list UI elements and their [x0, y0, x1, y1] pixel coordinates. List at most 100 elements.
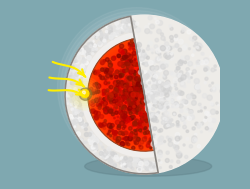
- Circle shape: [148, 92, 151, 95]
- Circle shape: [118, 94, 120, 96]
- Circle shape: [139, 49, 143, 53]
- Circle shape: [186, 94, 191, 99]
- Circle shape: [174, 136, 179, 141]
- Circle shape: [151, 52, 153, 54]
- Circle shape: [178, 153, 182, 157]
- Circle shape: [166, 47, 168, 49]
- Circle shape: [160, 45, 164, 50]
- Circle shape: [176, 124, 179, 127]
- Circle shape: [122, 114, 126, 119]
- Circle shape: [187, 71, 191, 74]
- Circle shape: [103, 93, 105, 95]
- Circle shape: [124, 112, 126, 115]
- Circle shape: [100, 76, 104, 80]
- Circle shape: [160, 33, 163, 36]
- Circle shape: [106, 83, 109, 85]
- Circle shape: [141, 100, 145, 104]
- Wedge shape: [117, 68, 148, 122]
- Circle shape: [94, 98, 99, 103]
- Circle shape: [149, 167, 152, 171]
- Circle shape: [138, 107, 140, 110]
- Circle shape: [95, 48, 97, 50]
- Circle shape: [138, 111, 142, 115]
- Circle shape: [107, 95, 110, 97]
- Circle shape: [183, 61, 186, 64]
- Circle shape: [92, 36, 94, 38]
- Circle shape: [130, 76, 133, 78]
- Circle shape: [108, 130, 110, 133]
- Circle shape: [98, 103, 102, 107]
- Circle shape: [158, 104, 162, 109]
- Wedge shape: [90, 41, 153, 149]
- Circle shape: [154, 51, 157, 54]
- Circle shape: [160, 91, 165, 95]
- Circle shape: [128, 133, 132, 137]
- Circle shape: [180, 117, 184, 121]
- Circle shape: [137, 107, 140, 109]
- Circle shape: [78, 75, 80, 77]
- Circle shape: [123, 117, 127, 121]
- Circle shape: [68, 100, 70, 103]
- Circle shape: [87, 56, 90, 59]
- Circle shape: [103, 36, 106, 40]
- Circle shape: [80, 74, 83, 77]
- Circle shape: [150, 142, 155, 146]
- Circle shape: [193, 78, 198, 84]
- Circle shape: [155, 167, 156, 169]
- Circle shape: [127, 90, 132, 94]
- Circle shape: [118, 157, 120, 159]
- Circle shape: [144, 90, 148, 94]
- Circle shape: [156, 29, 161, 34]
- Circle shape: [202, 94, 206, 98]
- Circle shape: [132, 133, 134, 135]
- Circle shape: [134, 123, 136, 125]
- Circle shape: [129, 60, 132, 63]
- Circle shape: [130, 92, 135, 97]
- Circle shape: [130, 44, 132, 46]
- Circle shape: [136, 44, 138, 47]
- Wedge shape: [111, 58, 145, 116]
- Circle shape: [140, 72, 141, 74]
- Circle shape: [140, 97, 144, 102]
- Circle shape: [107, 111, 108, 113]
- Wedge shape: [98, 49, 152, 141]
- Circle shape: [146, 87, 149, 90]
- Circle shape: [144, 62, 147, 65]
- Circle shape: [158, 104, 160, 106]
- Circle shape: [91, 103, 94, 107]
- Circle shape: [147, 91, 150, 94]
- Circle shape: [152, 75, 156, 79]
- Circle shape: [135, 22, 138, 25]
- Circle shape: [112, 91, 114, 93]
- Circle shape: [81, 138, 82, 140]
- Circle shape: [132, 106, 134, 107]
- Circle shape: [145, 97, 150, 103]
- Circle shape: [123, 21, 127, 25]
- Circle shape: [121, 84, 126, 88]
- Circle shape: [98, 75, 101, 77]
- Circle shape: [210, 68, 214, 72]
- Wedge shape: [109, 56, 146, 118]
- Circle shape: [174, 88, 177, 90]
- Circle shape: [120, 24, 125, 29]
- Circle shape: [156, 92, 158, 95]
- Circle shape: [78, 87, 91, 100]
- Circle shape: [161, 121, 164, 124]
- Circle shape: [183, 85, 185, 88]
- Circle shape: [74, 118, 78, 122]
- Circle shape: [127, 63, 128, 64]
- Circle shape: [133, 90, 137, 94]
- Circle shape: [172, 144, 177, 149]
- Circle shape: [79, 112, 83, 117]
- Circle shape: [146, 88, 150, 93]
- Circle shape: [193, 65, 195, 67]
- Circle shape: [102, 39, 106, 42]
- Circle shape: [125, 143, 127, 145]
- Circle shape: [142, 63, 144, 65]
- Circle shape: [128, 102, 132, 107]
- Circle shape: [140, 160, 143, 162]
- Circle shape: [148, 41, 152, 46]
- Circle shape: [122, 118, 124, 120]
- Circle shape: [193, 45, 194, 47]
- Circle shape: [130, 98, 133, 101]
